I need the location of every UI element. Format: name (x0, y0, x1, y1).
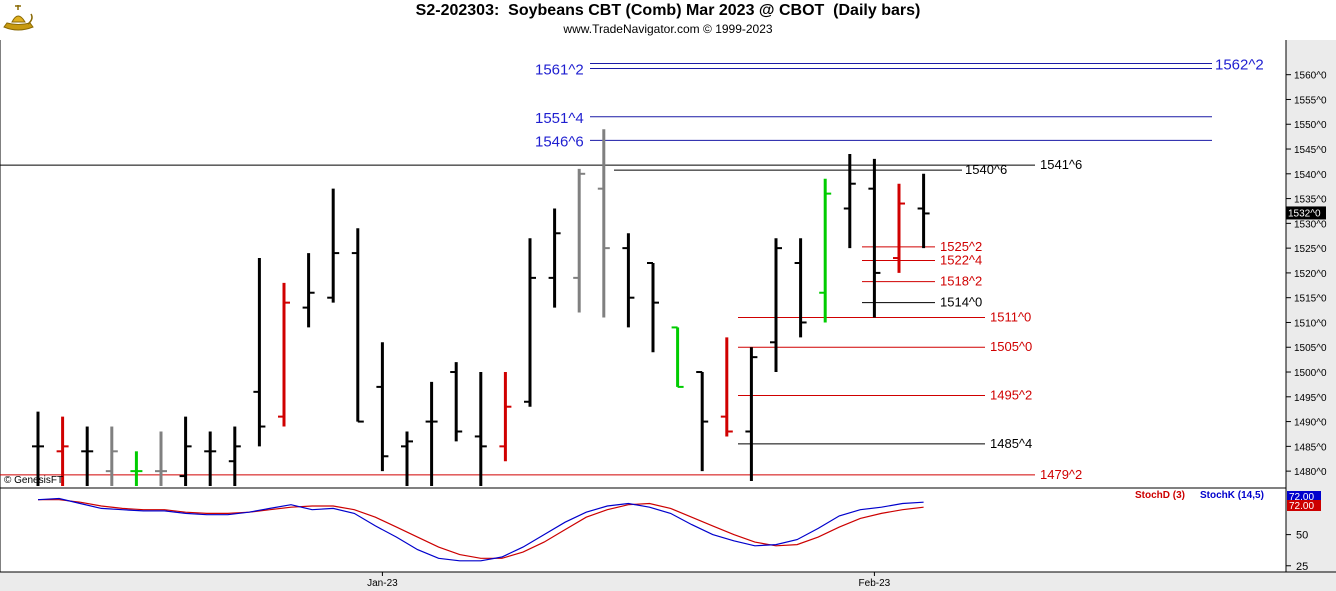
price-axis-label: 1530^0 (1294, 219, 1327, 230)
level-label: 1511^0 (990, 310, 1031, 325)
genie-lamp-icon (3, 5, 34, 31)
price-axis-label: 1535^0 (1294, 195, 1327, 206)
stoch-last-value-label: 72.00 (1289, 492, 1314, 503)
time-axis-label: Feb-23 (859, 578, 891, 589)
level-label: 1514^0 (940, 295, 982, 310)
last-price-marker (1286, 206, 1326, 220)
price-axis-label: 1510^0 (1294, 318, 1327, 329)
price-axis-label: 1545^0 (1294, 145, 1327, 156)
last-price-label: 1532^0 (1288, 208, 1321, 219)
level-label: 1546^6 (535, 133, 584, 150)
level-label: 1551^4 (535, 110, 584, 127)
stoch-last-value-label: 72.00 (1289, 501, 1314, 512)
level-label: 1505^0 (990, 339, 1032, 354)
level-label: 1479^2 (1040, 467, 1082, 482)
stoch-legend-k: StochK (14,5) (1200, 490, 1264, 501)
chart-title: S2-202303: Soybeans CBT (Comb) Mar 2023 … (415, 2, 921, 19)
level-label: 1540^6 (965, 162, 1007, 177)
stoch-last-value-marker (1287, 500, 1321, 511)
stoch-axis-label: 50 (1296, 530, 1308, 542)
genesis-watermark: © GenesisFT (4, 475, 64, 486)
level-label: 1525^2 (940, 239, 982, 254)
stoch-line-d (38, 499, 924, 559)
time-axis-label: Jan-23 (367, 578, 398, 589)
price-axis-background (1286, 40, 1336, 572)
level-label: 1541^6 (1040, 157, 1082, 172)
stoch-legend-d: StochD (3) (1135, 490, 1185, 501)
level-label: 1518^2 (940, 274, 982, 289)
level-label: 1522^4 (940, 253, 982, 268)
price-axis-label: 1480^0 (1294, 467, 1327, 478)
price-axis-label: 1540^0 (1294, 170, 1327, 181)
price-axis-label: 1520^0 (1294, 269, 1327, 280)
price-axis-label: 1560^0 (1294, 71, 1327, 82)
stoch-line-k (37, 497, 924, 562)
price-axis-label: 1495^0 (1294, 393, 1327, 404)
level-label: 1562^2 (1215, 57, 1264, 74)
price-axis-label: 1505^0 (1294, 343, 1327, 354)
price-axis-label: 1515^0 (1294, 294, 1327, 305)
chart-subtitle: www.TradeNavigator.com © 1999-2023 (563, 22, 773, 36)
level-label: 1561^2 (535, 61, 584, 78)
stoch-last-value-marker (1287, 491, 1321, 502)
price-axis-label: 1525^0 (1294, 244, 1327, 255)
price-axis-label: 1555^0 (1294, 95, 1327, 106)
time-axis-background (0, 572, 1336, 591)
price-axis-label: 1500^0 (1294, 368, 1327, 379)
level-label: 1495^2 (990, 388, 1032, 403)
price-axis-label: 1485^0 (1294, 442, 1327, 453)
stoch-axis-label: 25 (1296, 561, 1308, 573)
price-axis-label: 1550^0 (1294, 120, 1327, 131)
level-label: 1485^4 (990, 436, 1032, 451)
price-axis-label: 1490^0 (1294, 418, 1327, 429)
